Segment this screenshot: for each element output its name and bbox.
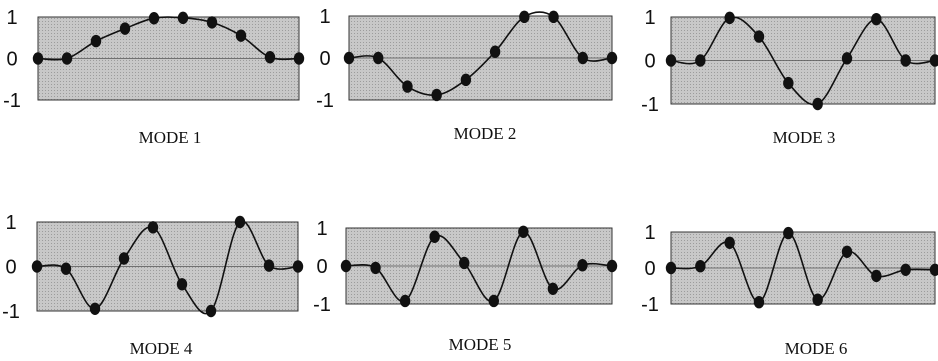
mode-panel-1: 1 0 -1 MODE 1 <box>3 7 305 147</box>
node-marker <box>753 296 765 309</box>
node-marker <box>724 236 735 249</box>
node-marker <box>783 76 794 90</box>
node-marker <box>929 54 938 67</box>
mode-panel-5: 1 0 -1 MODE 5 <box>313 218 618 354</box>
node-marker <box>89 302 101 315</box>
mode-panel-3: 1 0 -1 MODE 3 <box>641 7 938 147</box>
node-marker <box>812 293 823 306</box>
node-marker <box>177 11 189 25</box>
node-marker <box>841 245 853 258</box>
node-marker <box>32 52 44 65</box>
node-marker <box>488 294 499 308</box>
node-marker <box>665 54 677 67</box>
node-marker <box>119 22 131 35</box>
y-tick-label: -1 <box>3 90 21 112</box>
node-marker <box>31 260 43 273</box>
node-marker <box>90 34 102 48</box>
mode-label: MODE 1 <box>139 128 202 147</box>
node-marker <box>399 294 411 308</box>
y-tick-label: 0 <box>6 49 17 71</box>
y-tick-label: 0 <box>644 258 655 280</box>
node-marker <box>665 261 677 275</box>
node-marker <box>206 16 218 29</box>
node-marker <box>234 215 246 229</box>
node-marker <box>293 52 305 65</box>
y-tick-label: 1 <box>6 7 17 29</box>
node-marker <box>518 225 529 238</box>
y-tick-label: 0 <box>316 256 327 278</box>
node-marker <box>292 260 304 273</box>
node-marker <box>489 45 501 58</box>
node-marker <box>900 263 911 276</box>
node-marker <box>370 261 381 275</box>
node-marker <box>459 256 470 270</box>
node-marker <box>812 97 823 111</box>
node-marker <box>340 259 352 273</box>
node-marker <box>577 259 588 272</box>
node-marker <box>606 259 618 273</box>
node-marker <box>373 51 384 65</box>
y-tick-label: 1 <box>644 222 655 244</box>
y-tick-label: -1 <box>316 90 334 112</box>
mode-shape-line <box>345 231 613 303</box>
y-tick-label: -1 <box>313 294 331 316</box>
node-marker <box>60 262 72 275</box>
mode-shape-line <box>670 16 936 106</box>
mode-label: MODE 2 <box>454 124 517 143</box>
node-marker <box>695 54 706 67</box>
node-marker <box>841 52 853 65</box>
mode-label: MODE 3 <box>773 128 836 147</box>
y-tick-label: 0 <box>5 257 16 279</box>
mode-label: MODE 5 <box>449 335 512 354</box>
y-tick-label: -1 <box>641 94 659 116</box>
node-marker <box>724 11 735 25</box>
y-tick-label: 1 <box>316 218 327 240</box>
mode-shape-line <box>348 11 613 97</box>
node-marker <box>61 52 73 65</box>
node-marker <box>753 30 765 43</box>
node-marker <box>147 221 159 234</box>
y-tick-label: -1 <box>641 294 659 316</box>
y-tick-label: 0 <box>319 48 330 70</box>
node-marker <box>871 12 882 26</box>
y-tick-label: 1 <box>319 6 330 28</box>
node-marker <box>606 51 618 65</box>
mode-panel-2: 1 0 -1 MODE 2 <box>316 6 618 143</box>
mode-label: MODE 6 <box>785 339 848 358</box>
mode-shape-line <box>36 220 299 315</box>
mode-panel-4: 1 0 -1 MODE 4 <box>2 212 304 358</box>
node-marker <box>577 51 588 65</box>
node-marker <box>176 278 188 291</box>
node-marker <box>264 51 276 64</box>
mode-panel-6: 1 0 -1 MODE 6 <box>641 222 938 358</box>
node-marker <box>695 260 706 273</box>
node-marker <box>402 80 413 93</box>
mode-label: MODE 4 <box>130 339 193 358</box>
node-marker <box>900 54 911 67</box>
y-tick-label: 1 <box>5 212 16 234</box>
node-marker <box>548 10 559 24</box>
y-tick-label: -1 <box>2 301 20 323</box>
node-marker <box>343 51 355 65</box>
node-marker <box>205 304 217 318</box>
node-marker <box>148 12 160 25</box>
node-marker <box>519 10 530 24</box>
node-marker <box>547 282 559 295</box>
y-tick-label: 0 <box>644 51 655 73</box>
node-marker <box>783 226 794 240</box>
mode-shape-line <box>670 232 936 303</box>
y-tick-label: 1 <box>644 7 655 29</box>
node-marker <box>118 252 130 265</box>
node-marker <box>871 269 882 283</box>
node-marker <box>460 73 472 87</box>
node-marker <box>929 263 938 276</box>
node-marker <box>429 230 440 243</box>
mode-shape-line <box>37 16 300 61</box>
node-marker <box>431 88 442 102</box>
node-marker <box>263 259 275 272</box>
node-marker <box>235 29 247 42</box>
